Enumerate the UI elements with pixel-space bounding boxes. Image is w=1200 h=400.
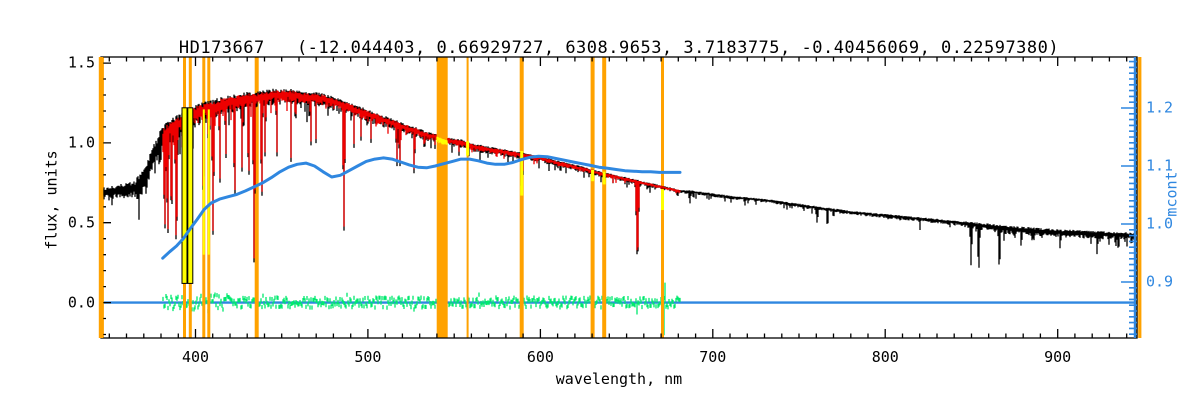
x-axis-label: wavelength, nm (555, 370, 683, 388)
x-tick-label: 700 (699, 348, 727, 366)
y-left-tick-label: 0.0 (67, 293, 95, 312)
y-right-tick-label: 1.2 (1146, 98, 1174, 117)
y-left-tick-label: 1.0 (67, 133, 95, 152)
x-tick-label: 900 (1044, 348, 1072, 366)
y-left-tick-label: 1.5 (67, 53, 95, 72)
y-right-tick-label: 1.0 (1146, 214, 1174, 233)
x-tick-label: 600 (526, 348, 554, 366)
y-right-axis-label: mcont (1162, 171, 1181, 217)
x-tick-label: 400 (181, 348, 210, 366)
y-left-tick-label: 0.5 (67, 213, 95, 232)
chart-title: HD173667 (-12.044403, 0.66929727, 6308.9… (178, 38, 1060, 58)
x-tick-label: 800 (871, 348, 899, 366)
y-right-tick-label: 1.1 (1146, 156, 1174, 175)
y-left-axis-label: flux, units (42, 150, 61, 250)
y-right-tick-label: 0.9 (1146, 272, 1174, 291)
x-tick-label: 500 (354, 348, 382, 366)
